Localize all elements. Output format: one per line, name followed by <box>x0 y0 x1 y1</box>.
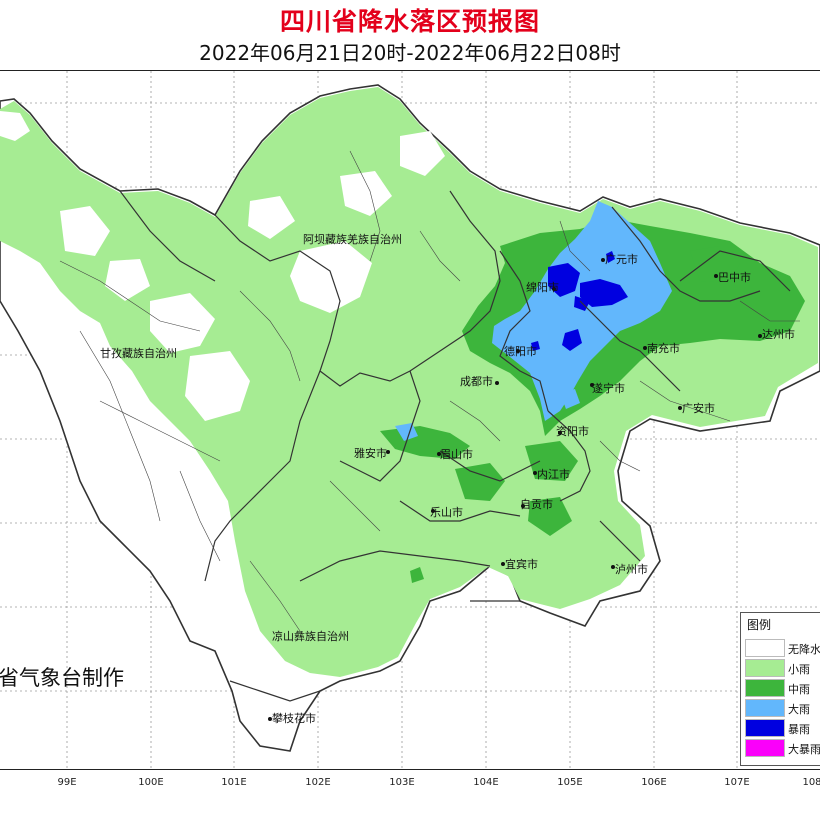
legend-item-heavy-rainstorm: 大暴雨 <box>745 739 820 757</box>
city-label-panzhihua: 攀枝花市 <box>272 712 316 725</box>
legend-item-rainstorm: 暴雨 <box>745 719 820 737</box>
city-label-nanchong: 南充市 <box>647 342 680 355</box>
lon-tick-104e: 104E <box>473 777 499 788</box>
legend: 图例 无降水 小雨 中雨 大雨 暴雨 大暴雨 <box>740 612 820 766</box>
city-label-leshan: 乐山市 <box>430 506 463 519</box>
city-label-dazhou: 达州市 <box>762 328 795 341</box>
legend-label: 无降水 <box>788 643 820 656</box>
legend-swatch <box>745 659 785 677</box>
city-label-mianyang: 绵阳市 <box>526 281 559 294</box>
legend-label: 暴雨 <box>788 723 810 736</box>
city-label-neijiang: 内江市 <box>537 468 570 481</box>
legend-label: 大雨 <box>788 703 810 716</box>
city-markers <box>268 258 762 721</box>
city-label-suining: 遂宁市 <box>592 382 625 395</box>
city-label-chengdu: 成都市 <box>460 375 493 388</box>
city-label-zigong: 自贡市 <box>520 498 553 511</box>
admin-boundaries <box>119 190 791 702</box>
prefecture-label-aba: 阿坝藏族羌族自治州 <box>303 233 402 246</box>
city-label-guangan: 广安市 <box>682 402 715 415</box>
legend-swatch <box>745 699 785 717</box>
city-label-deyang: 德阳市 <box>504 345 537 358</box>
precipitation-map <box>0 71 820 769</box>
legend-item-light-rain: 小雨 <box>745 659 820 677</box>
lon-tick-108e: 108 <box>802 777 820 788</box>
no-rain-patches <box>0 111 445 421</box>
issuer-credit: 省气象台制作 <box>0 666 124 690</box>
prefecture-label-liangshan: 凉山彝族自治州 <box>272 630 349 643</box>
heavy-rain-area <box>395 201 672 441</box>
city-label-luzhou: 泸州市 <box>615 563 648 576</box>
city-label-yibin: 宜宾市 <box>505 558 538 571</box>
legend-swatch <box>745 739 785 757</box>
city-label-ziyang: 资阳市 <box>556 425 589 438</box>
legend-swatch <box>745 639 785 657</box>
lon-tick-101e: 101E <box>221 777 247 788</box>
legend-item-heavy-rain: 大雨 <box>745 699 820 717</box>
legend-swatch <box>745 719 785 737</box>
legend-label: 中雨 <box>788 683 810 696</box>
lon-tick-106e: 106E <box>641 777 667 788</box>
legend-label: 小雨 <box>788 663 810 676</box>
forecast-period: 2022年06月21日20时-2022年06月22日08时 <box>199 41 621 65</box>
map-title: 四川省降水落区预报图 <box>279 7 540 36</box>
legend-title: 图例 <box>747 618 772 632</box>
city-label-meishan: 眉山市 <box>440 448 473 461</box>
legend-item-moderate-rain: 中雨 <box>745 679 820 697</box>
lon-tick-103e: 103E <box>389 777 415 788</box>
lon-tick-105e: 105E <box>557 777 583 788</box>
lon-tick-102e: 102E <box>305 777 331 788</box>
map-frame <box>0 70 820 770</box>
city-label-yaan: 雅安市 <box>354 447 387 460</box>
county-boundaries <box>59 150 800 632</box>
legend-item-no-rain: 无降水 <box>745 639 820 657</box>
lon-tick-100e: 100E <box>138 777 164 788</box>
legend-swatch <box>745 679 785 697</box>
prefecture-label-ganzi: 甘孜藏族自治州 <box>100 347 177 360</box>
lon-tick-99e: 99E <box>57 777 77 788</box>
lon-tick-107e: 107E <box>724 777 750 788</box>
legend-label: 大暴雨 <box>788 743 820 756</box>
city-label-guangyuan: 广元市 <box>605 253 638 266</box>
city-label-bazhong: 巴中市 <box>718 271 751 284</box>
